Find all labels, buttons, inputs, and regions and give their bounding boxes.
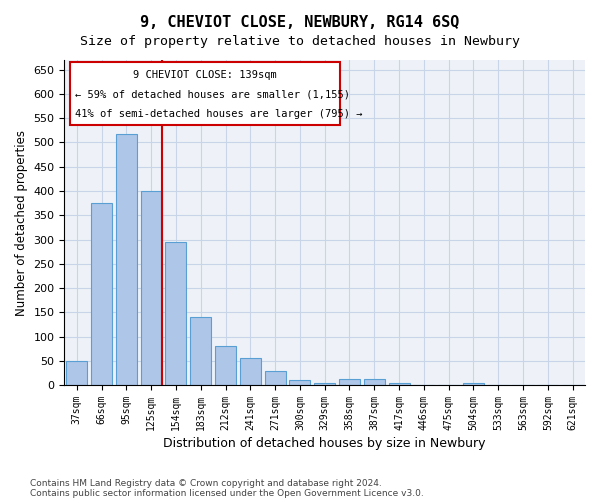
Bar <box>116 134 137 385</box>
Bar <box>215 346 236 385</box>
Bar <box>389 382 410 385</box>
Bar <box>166 242 187 385</box>
X-axis label: Distribution of detached houses by size in Newbury: Distribution of detached houses by size … <box>163 437 486 450</box>
Text: Contains public sector information licensed under the Open Government Licence v3: Contains public sector information licen… <box>30 488 424 498</box>
Text: 9 CHEVIOT CLOSE: 139sqm: 9 CHEVIOT CLOSE: 139sqm <box>133 70 277 80</box>
Bar <box>289 380 310 385</box>
Bar <box>190 317 211 385</box>
Text: Size of property relative to detached houses in Newbury: Size of property relative to detached ho… <box>80 35 520 48</box>
Bar <box>314 382 335 385</box>
Text: Contains HM Land Registry data © Crown copyright and database right 2024.: Contains HM Land Registry data © Crown c… <box>30 478 382 488</box>
Bar <box>66 361 88 385</box>
Bar <box>339 380 360 385</box>
FancyBboxPatch shape <box>70 62 340 125</box>
Text: 41% of semi-detached houses are larger (795) →: 41% of semi-detached houses are larger (… <box>75 109 362 119</box>
Bar <box>364 380 385 385</box>
Bar <box>140 191 162 385</box>
Y-axis label: Number of detached properties: Number of detached properties <box>15 130 28 316</box>
Bar <box>240 358 261 385</box>
Text: ← 59% of detached houses are smaller (1,155): ← 59% of detached houses are smaller (1,… <box>75 90 350 100</box>
Bar <box>265 370 286 385</box>
Text: 9, CHEVIOT CLOSE, NEWBURY, RG14 6SQ: 9, CHEVIOT CLOSE, NEWBURY, RG14 6SQ <box>140 15 460 30</box>
Bar <box>463 382 484 385</box>
Bar <box>91 203 112 385</box>
